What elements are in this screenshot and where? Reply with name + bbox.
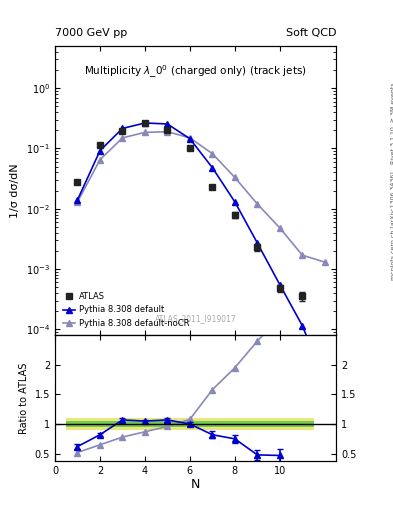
Pythia 8.308 default (120, 125, 125, 132)
Pythia 8.308 default (143, 120, 147, 126)
Text: ATLAS_2011_I919017: ATLAS_2011_I919017 (154, 314, 237, 324)
Pythia 8.308 default (300, 323, 305, 329)
Pythia 8.308 default (233, 199, 237, 205)
Legend: ATLAS, Pythia 8.308 default, Pythia 8.308 default-noCR: ATLAS, Pythia 8.308 default, Pythia 8.30… (59, 289, 193, 331)
Pythia 8.308 default (255, 240, 260, 246)
Pythia 8.308 default (97, 147, 102, 154)
Pythia 8.308 default-noCR (233, 175, 237, 181)
Pythia 8.308 default (322, 378, 327, 384)
Pythia 8.308 default-noCR (322, 259, 327, 265)
Pythia 8.308 default (277, 282, 282, 288)
Pythia 8.308 default-noCR (255, 201, 260, 207)
Pythia 8.308 default (210, 165, 215, 171)
Pythia 8.308 default-noCR (97, 157, 102, 163)
Pythia 8.308 default-noCR (300, 252, 305, 258)
Text: Soft QCD: Soft QCD (286, 28, 336, 38)
Pythia 8.308 default-noCR (143, 130, 147, 136)
Pythia 8.308 default-noCR (187, 135, 192, 141)
Y-axis label: 1/σ dσ/dN: 1/σ dσ/dN (10, 163, 20, 218)
Y-axis label: Ratio to ATLAS: Ratio to ATLAS (19, 362, 29, 434)
Line: Pythia 8.308 default: Pythia 8.308 default (75, 120, 327, 383)
Pythia 8.308 default-noCR (165, 129, 170, 135)
X-axis label: N: N (191, 478, 200, 492)
Text: Rivet 3.1.10, ≥ 3M events: Rivet 3.1.10, ≥ 3M events (391, 82, 393, 164)
Pythia 8.308 default (165, 121, 170, 127)
Line: Pythia 8.308 default-noCR: Pythia 8.308 default-noCR (75, 129, 327, 265)
Text: Multiplicity $\lambda$_0$^0$ (charged only) (track jets): Multiplicity $\lambda$_0$^0$ (charged on… (84, 63, 307, 80)
Text: mcplots.cern.ch [arXiv:1306.3436]: mcplots.cern.ch [arXiv:1306.3436] (391, 171, 393, 280)
Pythia 8.308 default-noCR (75, 199, 80, 205)
Pythia 8.308 default-noCR (120, 135, 125, 141)
Pythia 8.308 default-noCR (210, 151, 215, 157)
Pythia 8.308 default-noCR (277, 225, 282, 231)
Pythia 8.308 default (187, 136, 192, 142)
Pythia 8.308 default (75, 197, 80, 203)
Text: 7000 GeV pp: 7000 GeV pp (55, 28, 127, 38)
